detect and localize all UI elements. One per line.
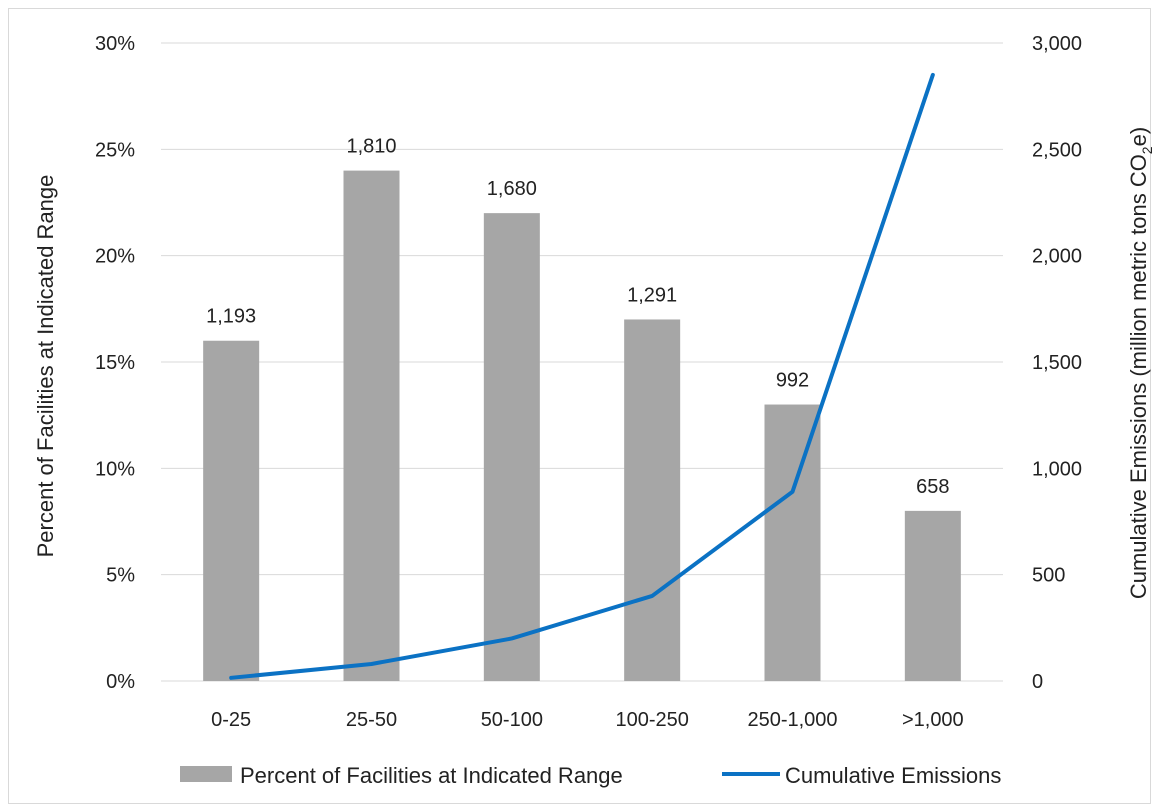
bar xyxy=(203,340,260,681)
bar-data-label: 992 xyxy=(776,370,809,392)
bar-series xyxy=(203,170,961,681)
category-label: >1,000 xyxy=(902,709,964,731)
bar-data-label: 1,680 xyxy=(487,178,537,200)
bar-data-label: 1,291 xyxy=(627,284,677,306)
category-label: 50-100 xyxy=(481,709,543,731)
right-axis-title-end: e) xyxy=(1126,127,1151,147)
category-label: 250-1,000 xyxy=(747,709,837,731)
gridlines xyxy=(161,42,1003,682)
left-tick-label: 15% xyxy=(95,352,135,374)
left-tick-label: 20% xyxy=(95,246,135,268)
left-tick-label: 30% xyxy=(95,33,135,55)
left-axis-title: Percent of Facilities at Indicated Range xyxy=(33,175,58,558)
axis-ticks: 0% 5% 10% 15% 20% 25% 30% 0 500 1,000 1,500 2,000 2,… xyxy=(95,33,1082,731)
category-label: 100-250 xyxy=(615,709,688,731)
right-axis-title: Cumulative Emissions (million metric ton… xyxy=(1126,127,1155,599)
right-tick-label: 1,500 xyxy=(1032,352,1082,374)
right-tick-label: 3,000 xyxy=(1032,33,1082,55)
bar-data-label: 658 xyxy=(916,476,949,498)
left-tick-label: 10% xyxy=(95,458,135,480)
bar xyxy=(343,170,400,681)
bar xyxy=(624,319,681,681)
legend: Percent of Facilities at Indicated Range… xyxy=(180,763,1001,788)
bar-data-label: 1,810 xyxy=(346,136,396,158)
bar-data-label: 1,193 xyxy=(206,306,256,328)
right-tick-label: 0 xyxy=(1032,671,1043,693)
right-tick-label: 2,000 xyxy=(1032,246,1082,268)
data-labels: 1,193 1,810 1,680 1,291 992 658 xyxy=(206,136,949,498)
legend-bar-label: Percent of Facilities at Indicated Range xyxy=(240,763,623,788)
right-tick-label: 1,000 xyxy=(1032,458,1082,480)
cumulative-emissions-line xyxy=(229,72,935,680)
category-label: 0-25 xyxy=(211,709,251,731)
legend-bar-swatch xyxy=(180,766,232,782)
bar xyxy=(764,404,821,681)
right-tick-label: 500 xyxy=(1032,565,1065,587)
bar xyxy=(483,213,540,681)
right-axis-title-main: Cumulative Emissions (million metric ton… xyxy=(1126,154,1151,599)
left-tick-label: 25% xyxy=(95,139,135,161)
left-tick-label: 5% xyxy=(106,565,135,587)
legend-line-label: Cumulative Emissions xyxy=(785,763,1001,788)
right-tick-label: 2,500 xyxy=(1032,139,1082,161)
bar xyxy=(904,510,961,681)
left-tick-label: 0% xyxy=(106,671,135,693)
right-axis-title-subscript: 2 xyxy=(1139,146,1155,154)
category-label: 25-50 xyxy=(346,709,397,731)
line-series xyxy=(229,72,935,680)
